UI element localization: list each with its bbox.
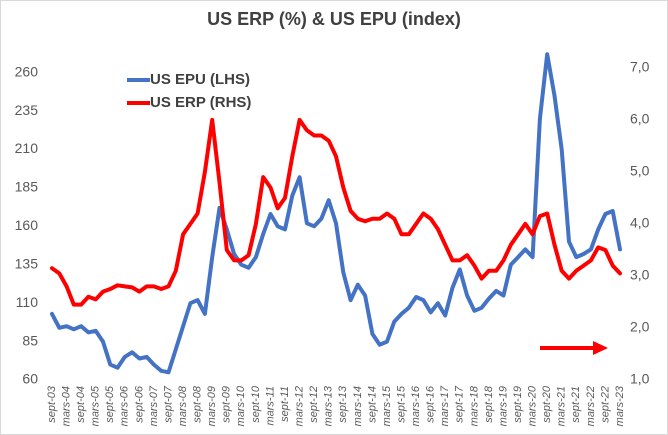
x-tick-label: mars-19 — [497, 386, 509, 426]
x-tick-label: mars-12 — [293, 386, 305, 426]
x-tick-label: mars-20 — [527, 385, 539, 426]
y2-tick-label: 1,0 — [630, 371, 650, 387]
y2-tick-label: 2,0 — [630, 319, 650, 335]
x-tick-label: sept-16 — [425, 385, 437, 423]
y-tick-label: 85 — [22, 332, 38, 348]
x-tick-label: sept-05 — [104, 385, 116, 423]
x-tick-label: sept-11 — [279, 386, 291, 422]
chart-title: US ERP (%) & US EPU (index) — [207, 9, 461, 29]
x-tick-label: sept-19 — [512, 386, 524, 423]
x-tick-label: mars-23 — [614, 385, 626, 426]
y2-tick-label: 4,0 — [630, 215, 650, 231]
x-tick-label: sept-17 — [454, 385, 466, 423]
x-tick-label: sept-20 — [541, 385, 553, 423]
x-tick-label: sept-21 — [570, 386, 582, 423]
y-tick-label: 60 — [22, 371, 38, 387]
y-tick-label: 135 — [15, 255, 39, 271]
x-tick-label: mars-21 — [556, 386, 568, 426]
x-tick-label: sept-10 — [250, 385, 262, 423]
x-tick-label: sept-07 — [162, 385, 174, 423]
x-tick-label: sept-04 — [75, 386, 87, 423]
x-tick-label: mars-11 — [264, 386, 276, 426]
y-tick-label: 185 — [15, 179, 39, 195]
y2-tick-label: 3,0 — [630, 267, 650, 283]
x-tick-label: sept-08 — [192, 385, 204, 423]
y2-tick-label: 7,0 — [630, 59, 650, 75]
y-tick-label: 235 — [15, 102, 39, 118]
x-tick-label: sept-03 — [46, 385, 58, 423]
y-tick-label: 160 — [15, 217, 39, 233]
x-tick-label: mars-10 — [235, 385, 247, 426]
x-tick-label: sept-22 — [599, 386, 611, 423]
x-tick-label: mars-06 — [119, 385, 131, 426]
series-line — [50, 52, 622, 375]
legend-label: US ERP (RHS) — [150, 94, 251, 111]
x-tick-label: mars-09 — [206, 386, 218, 426]
series-line — [50, 117, 622, 307]
x-tick-label: sept-13 — [337, 385, 349, 423]
x-tick-label: sept-06 — [133, 385, 145, 423]
x-tick-label: mars-16 — [410, 385, 422, 426]
x-tick-label: mars-05 — [90, 385, 102, 426]
x-tick-label: mars-22 — [585, 386, 597, 426]
x-tick-label: mars-17 — [439, 385, 451, 426]
arrow-head — [593, 341, 608, 355]
y-tick-label: 110 — [16, 294, 39, 310]
legend-label: US EPU (LHS) — [150, 71, 250, 88]
y-tick-label: 260 — [15, 63, 39, 79]
x-tick-label: mars-18 — [468, 385, 480, 426]
x-tick-label: sept-09 — [221, 386, 233, 423]
x-tick-label: mars-08 — [177, 385, 189, 426]
x-tick-label: sept-18 — [483, 385, 495, 423]
x-tick-label: mars-14 — [352, 386, 364, 426]
y2-tick-label: 6,0 — [630, 111, 650, 127]
x-tick-label: sept-12 — [308, 386, 320, 423]
x-tick-label: mars-07 — [148, 385, 160, 426]
y-tick-label: 210 — [15, 140, 39, 156]
x-tick-label: mars-13 — [323, 385, 335, 426]
x-tick-label: mars-04 — [60, 386, 72, 426]
arrow — [540, 341, 608, 355]
y2-tick-label: 5,0 — [630, 163, 650, 179]
x-tick-label: sept-15 — [395, 385, 407, 423]
x-tick-label: mars-15 — [381, 385, 393, 426]
x-tick-label: sept-14 — [366, 386, 378, 423]
